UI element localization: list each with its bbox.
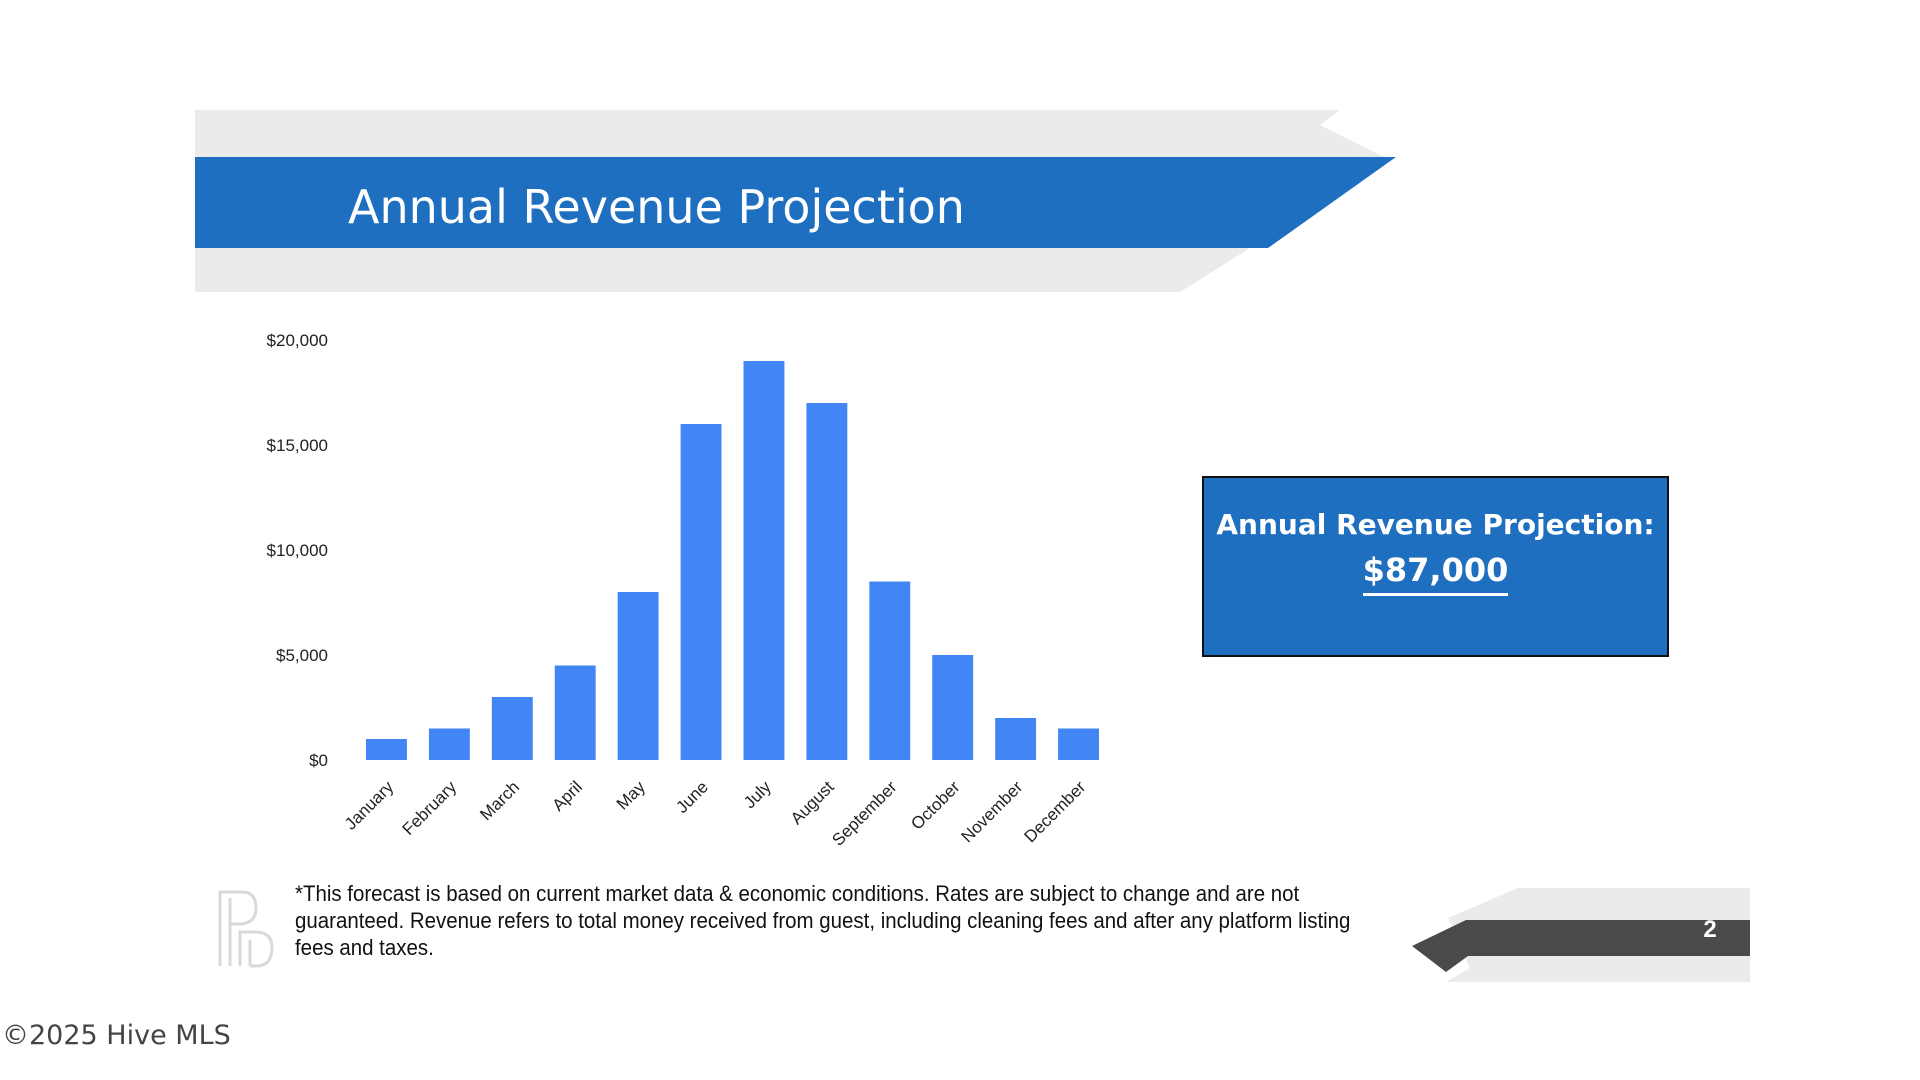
y-tick-label: $15,000 (267, 436, 328, 455)
bar (869, 581, 911, 760)
summary-label: Annual Revenue Projection: (1216, 508, 1655, 541)
bar (491, 697, 533, 760)
page-number-tab (1412, 888, 1750, 982)
copyright-watermark: ©2025 Hive MLS (2, 1020, 231, 1051)
slide-title: Annual Revenue Projection (348, 180, 965, 234)
disclaimer-text: *This forecast is based on current marke… (295, 881, 1351, 960)
y-axis: $0 $5,000 $10,000 $15,000 $20,000 (267, 331, 328, 770)
bar (743, 361, 785, 760)
bar (617, 592, 659, 760)
x-tick-label: October (907, 777, 963, 833)
y-tick-label: $0 (309, 751, 328, 770)
bar (428, 728, 470, 760)
y-tick-label: $20,000 (267, 331, 328, 350)
x-tick-label: August (787, 777, 838, 828)
x-tick-label: November (958, 777, 1027, 846)
x-tick-label: May (613, 777, 649, 813)
x-tick-label: March (476, 777, 523, 824)
bar (366, 739, 407, 760)
bars (366, 361, 1099, 760)
x-tick-label: January (341, 777, 398, 834)
bar (680, 424, 722, 760)
x-tick-label: February (399, 777, 461, 839)
footer-front-band (1412, 920, 1750, 972)
x-tick-label: June (672, 777, 712, 817)
bar (806, 403, 848, 760)
y-tick-label: $10,000 (267, 541, 328, 560)
x-tick-label: September (828, 777, 900, 849)
y-tick-label: $5,000 (276, 646, 328, 665)
x-axis: January February March April May June July Augu… (341, 777, 1090, 850)
rb-monogram-icon (218, 890, 274, 968)
summary-value: $87,000 (1362, 551, 1509, 596)
x-tick-label: December (1020, 777, 1089, 846)
revenue-bar-chart: $0 $5,000 $10,000 $15,000 $20,000 January Feb… (267, 331, 1099, 850)
x-tick-label: April (549, 777, 586, 814)
bar (995, 718, 1037, 760)
x-tick-label: July (740, 777, 775, 812)
bar (1058, 728, 1099, 760)
banner-front-band (195, 157, 1396, 248)
summary-box: Annual Revenue Projection: $87,000 (1202, 476, 1669, 657)
bar (554, 665, 596, 760)
bar (932, 655, 974, 760)
page-number: 2 (1703, 916, 1717, 943)
